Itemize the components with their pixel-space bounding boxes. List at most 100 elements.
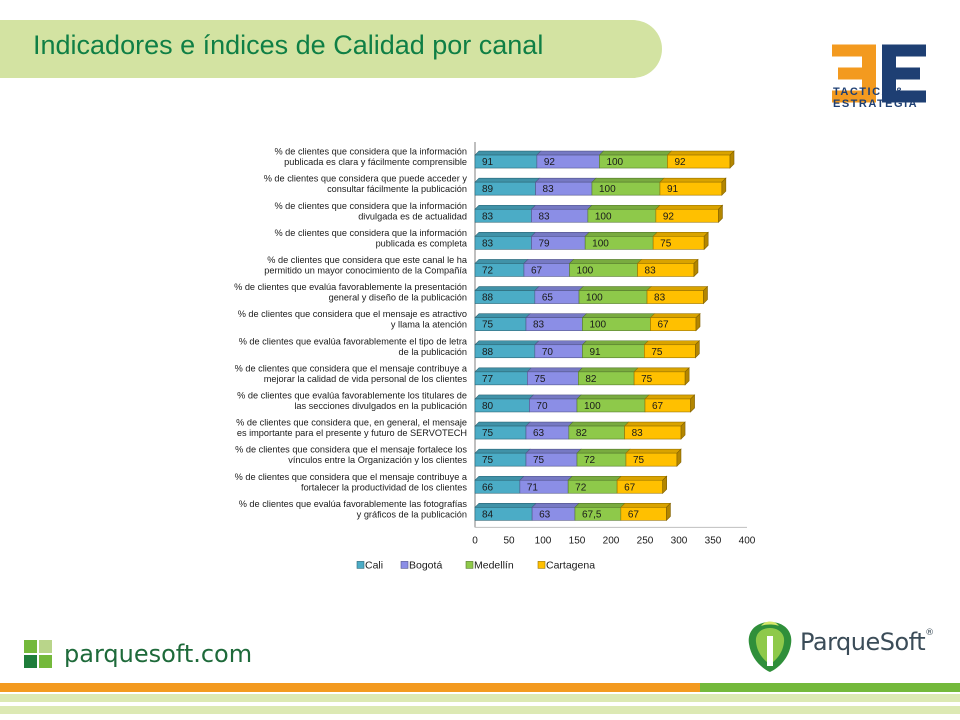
quality-indicators-chart: % de clientes que considera que la infor… bbox=[234, 142, 756, 571]
data-label: 92 bbox=[544, 157, 556, 168]
data-label: 83 bbox=[632, 428, 644, 439]
data-label: 67,5 bbox=[582, 509, 602, 520]
legend-label: Medellín bbox=[474, 559, 514, 571]
bar-segment-top bbox=[568, 259, 643, 264]
x-tick-label: 400 bbox=[739, 535, 756, 546]
data-label: 83 bbox=[482, 211, 494, 222]
x-tick-label: 300 bbox=[671, 535, 688, 546]
bar-segment-side bbox=[721, 177, 727, 196]
bar-segment-top bbox=[519, 475, 573, 481]
category-label: es importante para el presente y futuro … bbox=[237, 428, 467, 438]
legend-swatch bbox=[537, 561, 546, 569]
data-label: 91 bbox=[667, 184, 679, 195]
data-label: 70 bbox=[536, 401, 548, 412]
logo-line-2: ESTRATEGIA bbox=[833, 98, 919, 110]
bar-segment-side bbox=[666, 502, 671, 522]
bar-segment-top bbox=[655, 204, 724, 210]
bar-segment-top bbox=[578, 286, 652, 291]
data-label: 77 bbox=[482, 374, 494, 385]
data-label: 88 bbox=[482, 347, 494, 358]
bar-segment-top bbox=[474, 448, 531, 454]
data-label: 91 bbox=[482, 157, 494, 168]
data-label: 100 bbox=[592, 238, 609, 249]
bar-segment-top bbox=[474, 367, 533, 373]
parquesoft-logo-icon bbox=[748, 621, 792, 672]
category-label: publicada es clara y fácilmente comprens… bbox=[284, 157, 467, 167]
bar-segment-top bbox=[568, 421, 630, 427]
bar-segment-top bbox=[567, 475, 622, 481]
bar-segment-top bbox=[620, 503, 672, 508]
bar-segment-top bbox=[525, 313, 588, 318]
data-label: 84 bbox=[482, 509, 494, 520]
category-label: permitido un mayor conocimiento de la Co… bbox=[264, 265, 468, 275]
bar-segment-top bbox=[474, 286, 540, 291]
category-label: % de clientes que considera que la infor… bbox=[274, 147, 467, 157]
data-label: 100 bbox=[589, 320, 606, 331]
slide-title: Indicadores e índices de Calidad por can… bbox=[33, 30, 544, 60]
data-label: 67 bbox=[652, 401, 664, 412]
category-label: % de clientes que considera que el mensa… bbox=[235, 445, 467, 455]
bar-segment-top bbox=[666, 150, 735, 156]
data-label: 75 bbox=[641, 374, 653, 385]
bar-segment-top bbox=[591, 177, 665, 183]
data-label: 75 bbox=[533, 455, 545, 466]
category-label: consultar fácilmente la publicación bbox=[327, 184, 467, 194]
x-tick-label: 100 bbox=[535, 535, 552, 546]
data-label: 66 bbox=[482, 482, 494, 493]
bar-segment-top bbox=[474, 421, 531, 427]
bar-segment-side bbox=[676, 448, 682, 467]
data-label: 71 bbox=[527, 482, 539, 493]
tactica-estrategia-logo-mark bbox=[832, 44, 926, 103]
category-label: y llama la atención bbox=[391, 320, 467, 330]
footer-stripe-orange bbox=[0, 683, 700, 692]
category-label: % de clientes que evalúa favorablemente … bbox=[234, 282, 467, 292]
bar-segment-top bbox=[577, 367, 639, 373]
data-label: 75 bbox=[482, 455, 494, 466]
footer-stripe-light-2 bbox=[0, 706, 960, 714]
bar-segment-top bbox=[530, 232, 590, 237]
data-label: 67 bbox=[531, 265, 543, 276]
bar-segment-side bbox=[695, 340, 700, 359]
data-label: 83 bbox=[482, 238, 494, 249]
bar-segment-top bbox=[598, 150, 673, 156]
data-label: 67 bbox=[628, 509, 640, 520]
category-label: % de clientes que considera que el mensa… bbox=[235, 363, 468, 373]
bar-segment-top bbox=[474, 232, 537, 237]
x-tick-label: 0 bbox=[472, 535, 478, 546]
category-label: de la publicación bbox=[399, 347, 467, 357]
bar-segment-side bbox=[729, 150, 735, 169]
bar-segment-top bbox=[474, 475, 525, 481]
bar-segment-side bbox=[680, 421, 686, 440]
legend-swatch bbox=[356, 561, 365, 569]
data-label: 75 bbox=[651, 347, 663, 358]
data-label: 75 bbox=[660, 238, 672, 249]
bar-segment-top bbox=[474, 394, 535, 400]
bar-segment-top bbox=[474, 340, 540, 346]
bar-segment-top bbox=[534, 286, 584, 291]
bar-segment-top bbox=[633, 367, 690, 373]
bar-segment-top bbox=[587, 204, 661, 210]
category-label: fortalecer la productividad de los clien… bbox=[301, 482, 467, 492]
data-label: 83 bbox=[533, 320, 545, 331]
category-label: publicada es completa bbox=[376, 238, 468, 248]
footer-stripe-green bbox=[700, 683, 960, 692]
bar-segment-top bbox=[616, 475, 668, 481]
bar-segment-top bbox=[574, 503, 626, 508]
legend-swatch bbox=[400, 561, 409, 569]
category-label: % de clientes que considera que la infor… bbox=[274, 201, 467, 211]
data-label: 82 bbox=[576, 428, 588, 439]
bar-segment-top bbox=[623, 421, 686, 427]
bar-segment-top bbox=[534, 340, 588, 346]
data-label: 88 bbox=[482, 293, 494, 304]
category-label: % de clientes que considera que puede ac… bbox=[264, 174, 468, 184]
bar-segment-side bbox=[690, 394, 695, 413]
data-label: 83 bbox=[538, 211, 550, 222]
bar-segment-top bbox=[528, 394, 582, 400]
tactica-estrategia-wordmark: TACTICA & ESTRATEGIA bbox=[833, 86, 943, 110]
legend-label: Cali bbox=[365, 559, 383, 571]
data-label: 75 bbox=[633, 455, 645, 466]
bar-segment-top bbox=[643, 340, 701, 346]
website-link[interactable]: parquesoft.com bbox=[64, 640, 253, 668]
data-label: 100 bbox=[577, 265, 594, 276]
bar-segment-top bbox=[536, 150, 605, 156]
